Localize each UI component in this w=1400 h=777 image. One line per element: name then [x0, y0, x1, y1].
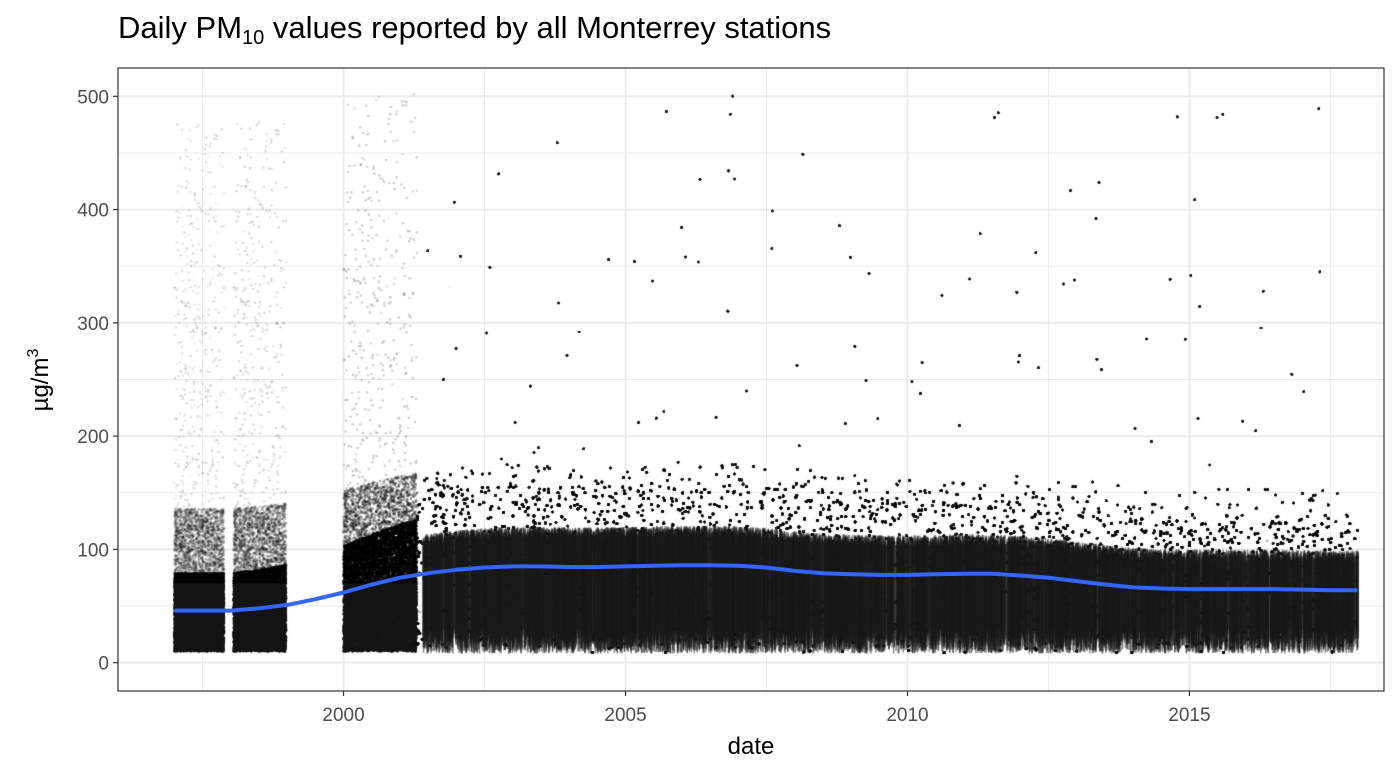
point-cloud — [118, 68, 1384, 691]
smooth-trend-line — [174, 563, 1358, 613]
y-axis-title-base: µg/m — [27, 358, 54, 412]
y-tick-label: 200 — [77, 427, 109, 448]
x-axis-title: date — [728, 733, 775, 760]
data-points — [118, 68, 1384, 691]
axis-ticks: 0 100 200 300 400 500 2000 2005 2010 2015 — [77, 87, 1210, 726]
y-tick-label: 400 — [77, 201, 109, 222]
y-axis-title: µg/m3 — [25, 349, 54, 412]
y-tick-label: 0 — [98, 654, 109, 675]
y-axis-title-superscript: 3 — [25, 349, 42, 358]
x-tick-label: 2005 — [604, 705, 646, 726]
title-suffix: values reported by all Monterrey station… — [264, 10, 832, 45]
y-tick-label: 300 — [77, 314, 109, 335]
x-tick-label: 2010 — [886, 705, 928, 726]
y-tick-label: 500 — [77, 87, 109, 108]
chart-title: Daily PM10 values reported by all Monter… — [118, 10, 831, 50]
x-tick-label: 2000 — [322, 705, 364, 726]
title-prefix: Daily PM — [118, 10, 243, 45]
panel-border — [117, 67, 1385, 692]
title-subscript: 10 — [242, 27, 265, 49]
y-tick-label: 100 — [77, 540, 109, 561]
x-tick-label: 2015 — [1168, 705, 1210, 726]
